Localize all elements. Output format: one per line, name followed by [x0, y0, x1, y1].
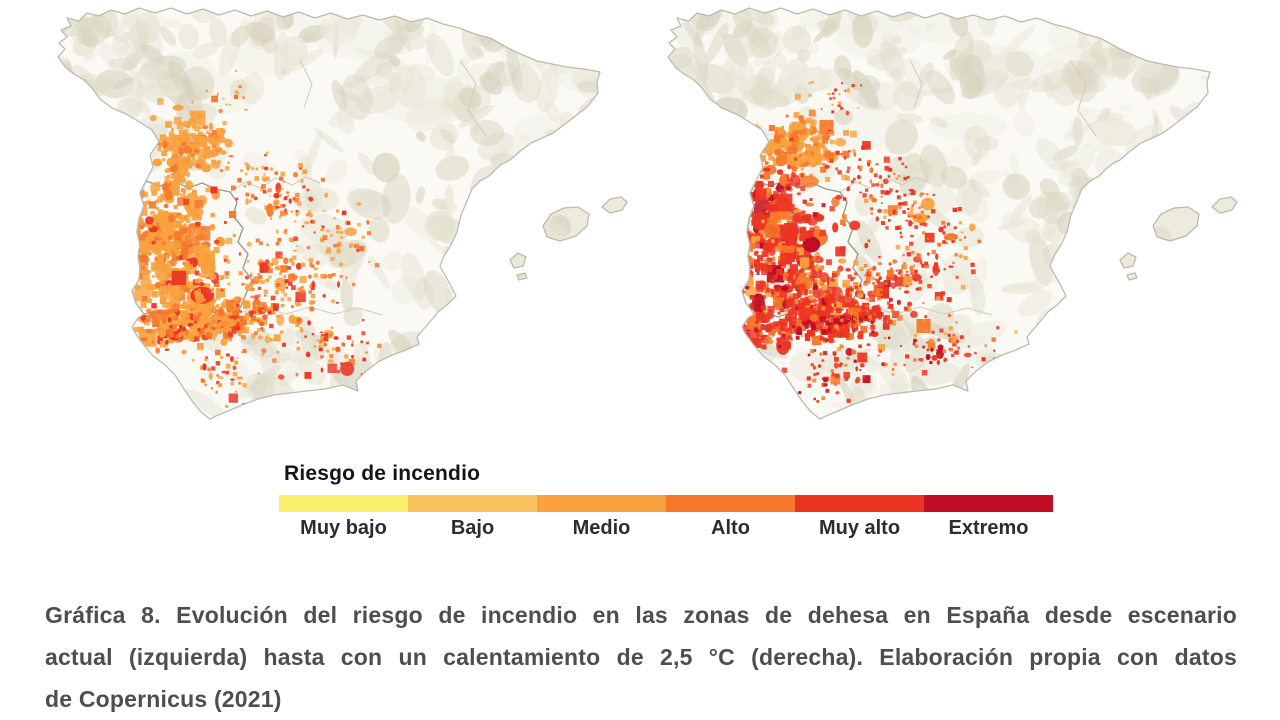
- legend-label-medio: Medio: [572, 517, 631, 539]
- legend-swatch-alto: [666, 495, 795, 512]
- legend-swatch-extremo: [924, 495, 1053, 512]
- legend-labels: Muy bajo Bajo Medio Alto Muy alto Extrem…: [279, 517, 1053, 540]
- legend-title: Riesgo de incendio: [284, 462, 481, 485]
- figure-caption: Gráfica 8. Evolución del riesgo de incen…: [45, 594, 1237, 720]
- legend-swatch-medio: [537, 495, 666, 512]
- legend-color-bar: [279, 495, 1053, 512]
- caption-line-1: Gráfica 8. Evolución del riesgo de incen…: [45, 602, 1237, 628]
- map-spain-warming-scenario: [667, 7, 1238, 420]
- coastline: [667, 7, 1238, 420]
- coastline: [57, 7, 628, 420]
- legend-swatch-muy-alto: [795, 495, 924, 512]
- fire-risk-dots: [713, 80, 1018, 403]
- legend-swatch-bajo: [408, 495, 537, 512]
- caption-line-2: actual (izquierda) hasta con un calentam…: [45, 644, 1237, 670]
- legend-label-alto: Alto: [711, 517, 750, 539]
- legend-label-muy-alto: Muy alto: [818, 517, 901, 539]
- legend-label-extremo: Extremo: [948, 517, 1029, 539]
- legend-swatch-muy-bajo: [279, 495, 408, 512]
- legend-label-muy-bajo: Muy bajo: [300, 517, 387, 539]
- province-boundaries: [839, 59, 1097, 316]
- fire-risk-legend: Riesgo de incendio Muy bajo Bajo Medio A…: [279, 462, 1055, 540]
- fire-risk-dots: [91, 70, 382, 408]
- legend-label-bajo: Bajo: [450, 517, 495, 539]
- map-spain-current-scenario: [57, 7, 628, 420]
- caption-line-3: de Copernicus (2021): [45, 686, 282, 712]
